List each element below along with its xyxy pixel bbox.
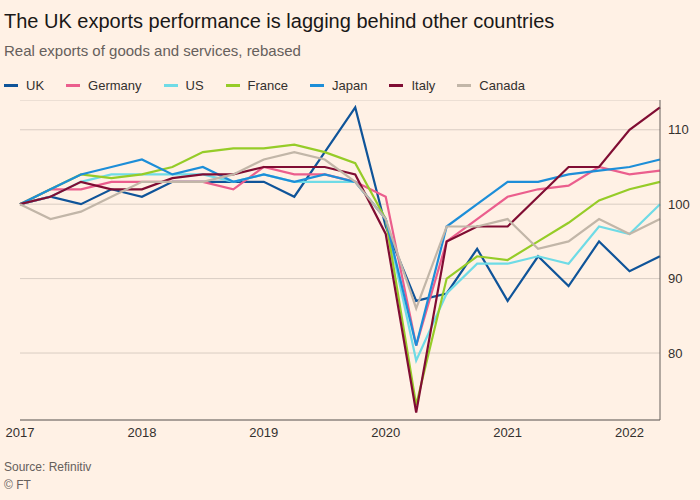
html-text:The UK exports performance is: The UK exports performance is lagging be… (4, 10, 555, 32)
html-text:US: US (185, 78, 204, 93)
svg-text:90: 90 (668, 271, 682, 286)
html-text:Canada: Canada (479, 78, 525, 93)
html-text:Real exports of goods and serv: Real exports of goods and services, reba… (4, 42, 301, 59)
svg-text:2018: 2018 (127, 425, 156, 440)
svg-text:110: 110 (668, 122, 689, 137)
svg-text:2019: 2019 (249, 425, 278, 440)
html-text:© FT: © FT (4, 478, 31, 492)
svg-text:100: 100 (668, 197, 690, 212)
svg-text:2022: 2022 (615, 425, 644, 440)
html-text:Source: Refinitiv: Source: Refinitiv (4, 460, 92, 474)
html-text:France: France (247, 78, 289, 93)
svg-text:2017: 2017 (8, 425, 34, 440)
html-text:Japan: Japan (332, 78, 368, 93)
svg-text:2021: 2021 (493, 425, 522, 440)
html-text:Germany: Germany (88, 78, 142, 93)
html-text:Italy: Italy (411, 78, 436, 93)
svg-text:80: 80 (668, 346, 682, 361)
svg-text:2020: 2020 (371, 425, 400, 440)
html-text:UK: UK (26, 78, 45, 93)
